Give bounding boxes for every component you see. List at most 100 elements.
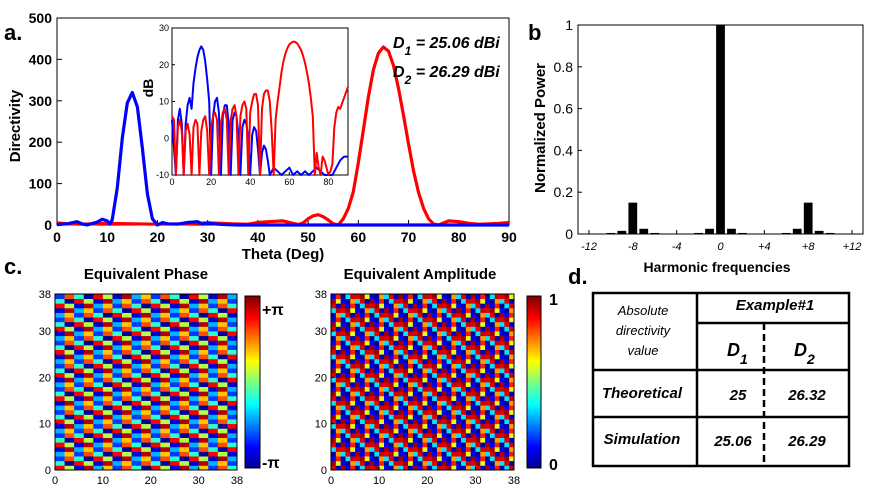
map-cell <box>174 409 180 415</box>
phase-map-frame <box>54 293 238 471</box>
map-cell <box>232 386 238 392</box>
map-cell <box>403 391 409 397</box>
map-cell <box>436 298 443 304</box>
map-cell <box>422 303 428 309</box>
map-cell <box>136 368 142 374</box>
map-cell <box>69 363 75 369</box>
map-cell <box>470 340 476 346</box>
map-cell <box>55 428 61 434</box>
map-cell <box>456 354 462 360</box>
map-cell <box>456 340 462 346</box>
map-cell <box>174 354 180 360</box>
map-cell <box>417 423 423 429</box>
map-cell <box>69 298 75 304</box>
map-cell <box>165 321 171 327</box>
map-cell <box>335 423 342 429</box>
map-cell <box>427 460 433 466</box>
map-cell <box>222 386 228 392</box>
map-cell <box>213 326 219 332</box>
map-cell <box>331 400 337 406</box>
map-cell <box>55 307 61 313</box>
map-cell <box>122 400 128 406</box>
map-cell <box>403 414 409 420</box>
map-cell <box>189 317 195 323</box>
map-cell <box>146 446 152 452</box>
map-cell <box>179 340 185 346</box>
inset-y-tick-label: 0 <box>164 133 169 143</box>
map-cell <box>69 395 75 401</box>
map-cell <box>150 331 156 337</box>
map-cell <box>417 377 423 383</box>
map-cell <box>480 317 486 323</box>
map-cell <box>179 419 185 425</box>
map-cell <box>494 419 500 425</box>
map-cell <box>340 451 346 457</box>
map-cell <box>374 368 380 374</box>
map-cell <box>217 377 224 383</box>
map-cell <box>427 451 433 457</box>
map-cell <box>374 344 380 350</box>
map-cell <box>475 294 481 300</box>
map-cell <box>59 437 65 443</box>
map-cell <box>150 307 156 313</box>
map-cell <box>227 465 233 471</box>
inset-series-line <box>171 40 349 176</box>
map-cell <box>461 460 467 466</box>
map-cell <box>98 344 104 350</box>
map-cell <box>364 368 370 374</box>
main-x-label: Theta (Deg) <box>242 246 325 263</box>
map-cell <box>398 386 404 392</box>
map-cell <box>217 298 224 304</box>
map-cell <box>141 400 147 406</box>
map-cell <box>432 298 438 304</box>
map-cell <box>465 456 472 462</box>
map-cell <box>222 298 228 304</box>
map-cell <box>179 386 185 392</box>
map-cell <box>504 312 510 318</box>
map-cell <box>383 451 390 457</box>
map-cell <box>98 391 104 397</box>
map-cell <box>480 386 486 392</box>
map-cell <box>198 382 204 388</box>
map-cell <box>213 307 219 313</box>
map-cell <box>398 358 404 364</box>
map-cell <box>456 363 462 369</box>
map-cell <box>489 303 496 309</box>
map-cell <box>83 423 89 429</box>
map-cell <box>155 405 161 411</box>
map-cell <box>393 312 399 318</box>
map-cell <box>398 428 404 434</box>
map-cell <box>475 405 481 411</box>
map-cell <box>422 382 428 388</box>
map-cell <box>432 465 438 471</box>
map-cell <box>480 377 486 383</box>
map-cell <box>146 307 152 313</box>
map-cell <box>335 386 342 392</box>
amplitude-map <box>331 294 515 471</box>
map-cell <box>93 382 99 388</box>
map-cell <box>136 298 142 304</box>
map-cell <box>55 363 61 369</box>
map-cell <box>427 303 433 309</box>
map-cell <box>179 368 185 374</box>
map-cell <box>107 446 113 452</box>
map-cell <box>141 372 147 378</box>
map-cell <box>122 437 128 443</box>
map-cell <box>107 382 113 388</box>
map-cell <box>150 326 156 332</box>
map-cell <box>169 335 176 341</box>
map-cell <box>88 395 94 401</box>
map-cell <box>160 298 166 304</box>
map-cell <box>165 303 171 309</box>
x-tick-label: 10 <box>99 229 115 245</box>
map-cell <box>155 395 161 401</box>
map-cell <box>412 446 419 452</box>
map-cell <box>364 409 370 415</box>
map-cell <box>350 349 356 355</box>
map-cell <box>465 414 472 420</box>
map-cell <box>422 307 428 313</box>
map-cell <box>383 442 390 448</box>
map-cell <box>69 344 75 350</box>
map-cell <box>64 344 70 350</box>
map-cell <box>499 456 505 462</box>
